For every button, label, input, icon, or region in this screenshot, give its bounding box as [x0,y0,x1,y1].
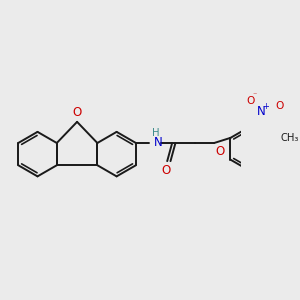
Text: CH₃: CH₃ [280,133,299,143]
Text: N: N [257,105,266,118]
Text: O: O [72,106,82,119]
Text: O: O [216,146,225,158]
Text: O: O [246,96,254,106]
Text: ⁻: ⁻ [253,91,257,100]
Text: O: O [276,101,284,111]
Text: O: O [162,164,171,177]
Text: H: H [152,128,160,138]
Text: N: N [154,136,163,149]
Text: +: + [262,102,269,111]
